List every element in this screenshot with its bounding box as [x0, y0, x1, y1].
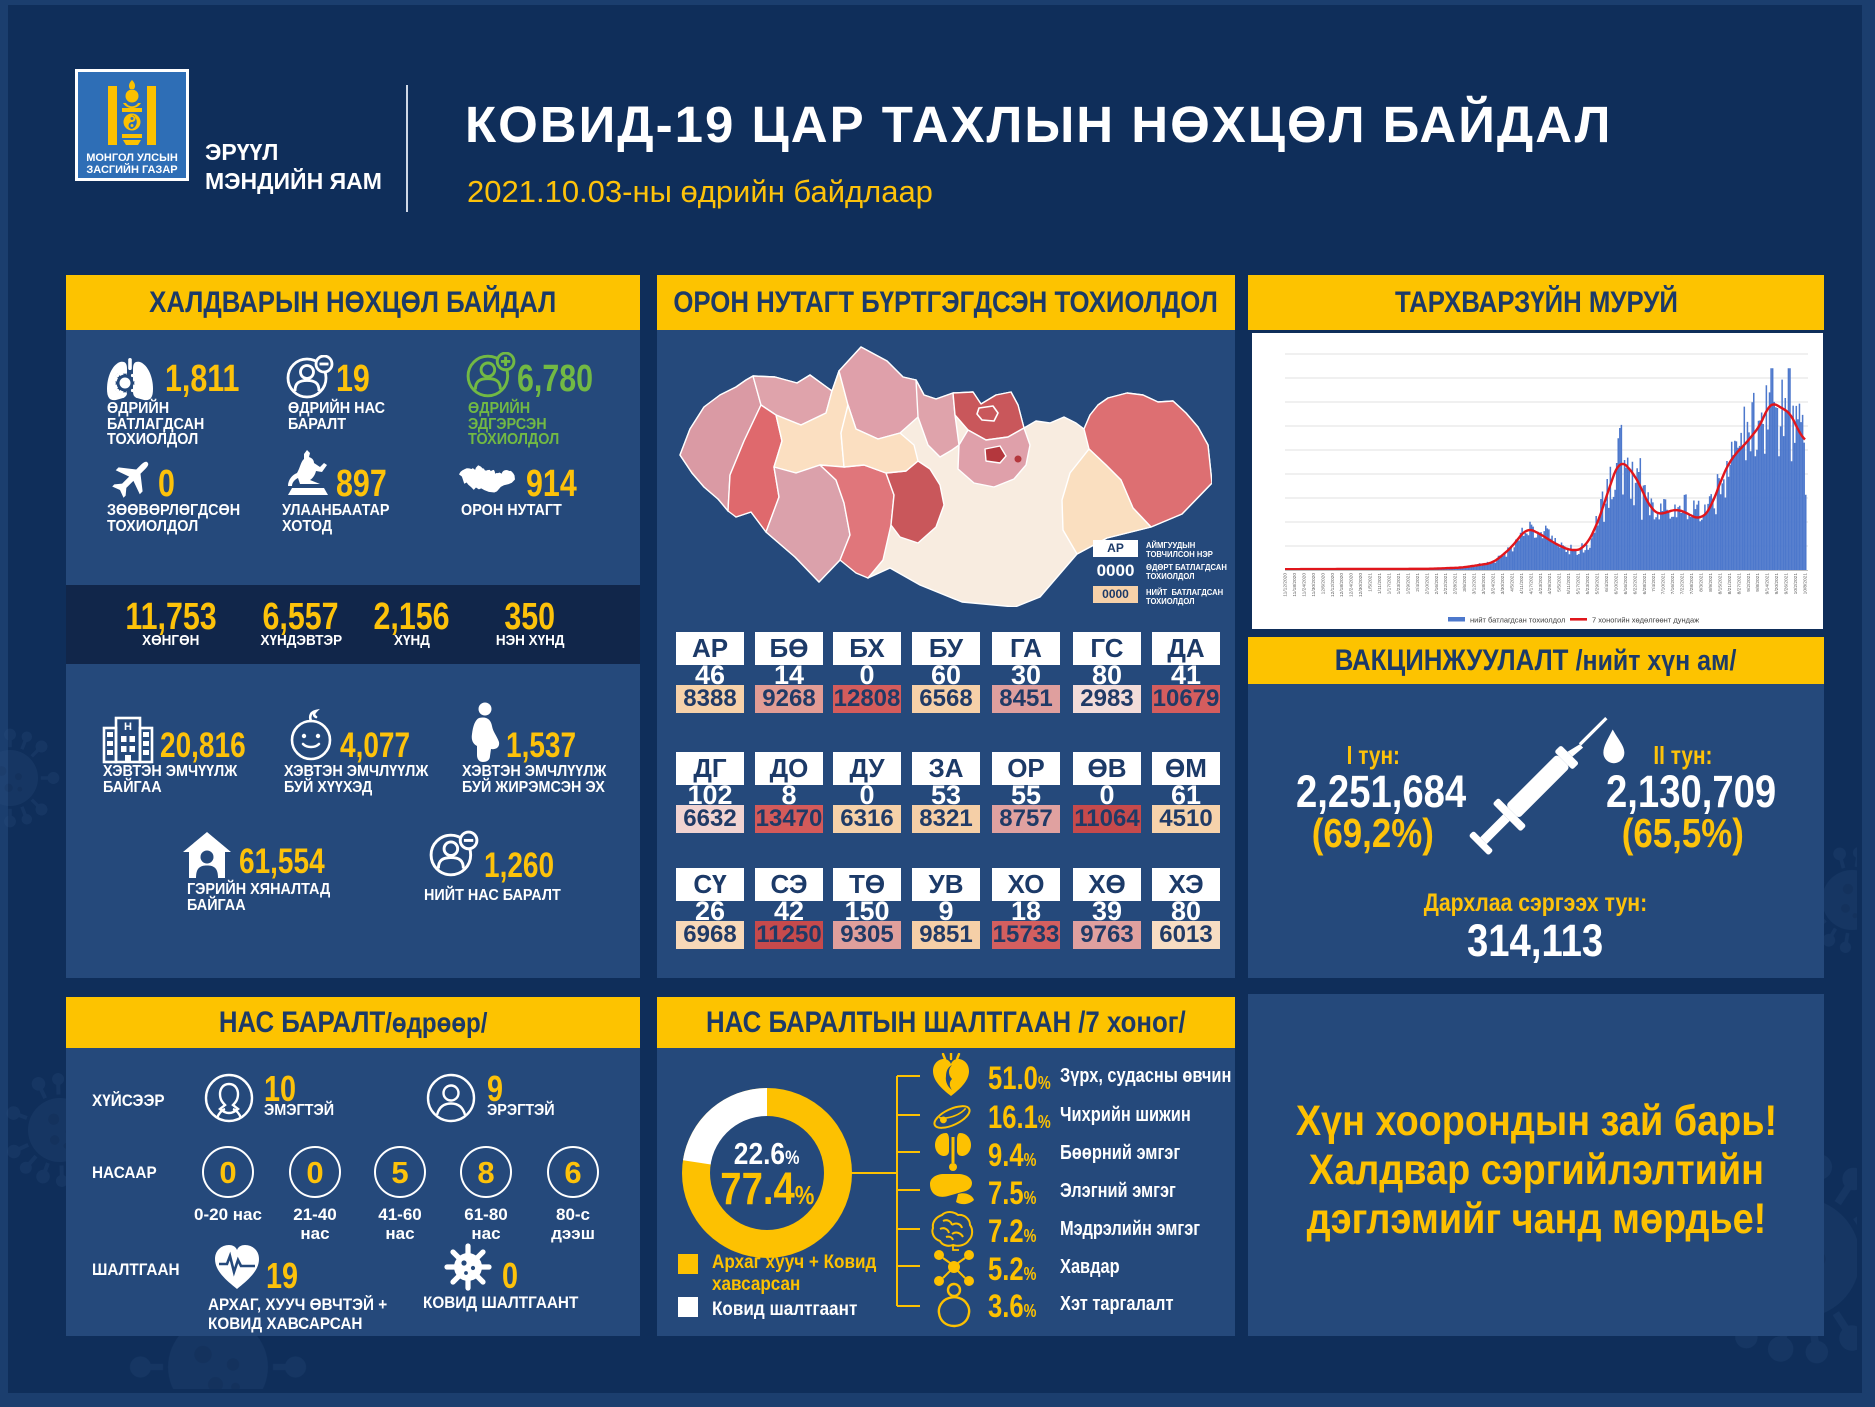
svg-text:6/10/2021: 6/10/2021	[1613, 573, 1619, 595]
svg-text:5/5/2021: 5/5/2021	[1557, 573, 1563, 592]
svg-text:9/8/2021: 9/8/2021	[1755, 573, 1761, 592]
svg-text:12/30/2020: 12/30/2020	[1358, 573, 1364, 597]
svg-text:3/18/2021: 3/18/2021	[1481, 573, 1487, 595]
svg-text:7 хоногийн хөдөлгөөнт дундаж: 7 хоногийн хөдөлгөөнт дундаж	[1592, 616, 1699, 625]
svg-text:3/30/2021: 3/30/2021	[1500, 573, 1506, 595]
svg-text:4/5/2021: 4/5/2021	[1509, 573, 1515, 592]
svg-text:11/24/2020: 11/24/2020	[1301, 573, 1307, 597]
svg-text:нийт батлагдсан тохиолдол: нийт батлагдсан тохиолдол	[1470, 616, 1565, 625]
svg-text:1/11/2021: 1/11/2021	[1377, 573, 1383, 594]
svg-text:8/27/2021: 8/27/2021	[1736, 573, 1742, 595]
svg-text:2/28/2021: 2/28/2021	[1453, 573, 1459, 595]
svg-text:3/12/2021: 3/12/2021	[1472, 573, 1478, 595]
svg-text:7/10/2021: 7/10/2021	[1661, 573, 1667, 595]
svg-text:5/17/2021: 5/17/2021	[1576, 573, 1582, 595]
svg-text:9/26/2021: 9/26/2021	[1784, 573, 1790, 595]
svg-text:11/30/2020: 11/30/2020	[1311, 573, 1317, 597]
svg-text:3/6/2021: 3/6/2021	[1462, 573, 1468, 592]
svg-text:12/12/2020: 12/12/2020	[1330, 573, 1336, 597]
svg-text:8/21/2021: 8/21/2021	[1727, 573, 1733, 595]
svg-text:6/4/2021: 6/4/2021	[1604, 573, 1610, 592]
svg-text:9/20/2021: 9/20/2021	[1774, 573, 1780, 595]
svg-text:10/2/2021: 10/2/2021	[1793, 573, 1799, 595]
svg-text:7/22/2021: 7/22/2021	[1680, 573, 1686, 595]
svg-text:12/18/2020: 12/18/2020	[1339, 573, 1345, 597]
svg-text:3/24/2021: 3/24/2021	[1491, 573, 1497, 595]
svg-text:5/29/2021: 5/29/2021	[1595, 573, 1601, 595]
svg-text:6/16/2021: 6/16/2021	[1623, 573, 1629, 595]
svg-text:12/24/2020: 12/24/2020	[1349, 573, 1355, 597]
svg-text:5/23/2021: 5/23/2021	[1585, 573, 1591, 595]
svg-text:1/17/2021: 1/17/2021	[1387, 573, 1393, 595]
svg-text:6/28/2021: 6/28/2021	[1642, 573, 1648, 595]
svg-text:8/9/2021: 8/9/2021	[1708, 573, 1714, 592]
svg-text:8/15/2021: 8/15/2021	[1717, 573, 1723, 595]
svg-text:2/16/2021: 2/16/2021	[1434, 573, 1440, 595]
svg-text:6/22/2021: 6/22/2021	[1632, 573, 1638, 595]
svg-text:1/5/2021: 1/5/2021	[1368, 573, 1374, 592]
svg-text:2/10/2021: 2/10/2021	[1424, 573, 1430, 595]
svg-text:ЗАСГИЙН ГАЗАР: ЗАСГИЙН ГАЗАР	[86, 163, 177, 176]
svg-text:7/4/2021: 7/4/2021	[1651, 573, 1657, 592]
svg-text:4/23/2021: 4/23/2021	[1538, 573, 1544, 595]
svg-text:9/2/2021: 9/2/2021	[1746, 573, 1752, 592]
svg-text:H: H	[124, 721, 132, 733]
svg-text:2/22/2021: 2/22/2021	[1443, 573, 1449, 595]
svg-text:8/3/2021: 8/3/2021	[1699, 573, 1705, 592]
svg-text:5/11/2021: 5/11/2021	[1566, 573, 1572, 594]
svg-text:9/14/2021: 9/14/2021	[1765, 573, 1771, 595]
svg-text:1/23/2021: 1/23/2021	[1396, 573, 1402, 595]
svg-text:10/8/2021: 10/8/2021	[1803, 573, 1809, 595]
svg-text:МОНГОЛ УЛСЫН: МОНГОЛ УЛСЫН	[86, 152, 178, 164]
svg-text:4/11/2021: 4/11/2021	[1519, 573, 1525, 594]
svg-text:7/28/2021: 7/28/2021	[1689, 573, 1695, 595]
svg-text:2/4/2021: 2/4/2021	[1415, 573, 1421, 592]
svg-text:11/18/2020: 11/18/2020	[1292, 573, 1298, 597]
svg-text:7/16/2021: 7/16/2021	[1670, 573, 1676, 595]
svg-text:4/29/2021: 4/29/2021	[1547, 573, 1553, 595]
svg-text:11/12/2020: 11/12/2020	[1283, 573, 1289, 597]
svg-text:1/29/2021: 1/29/2021	[1405, 573, 1411, 595]
svg-text:4/17/2021: 4/17/2021	[1528, 573, 1534, 595]
svg-text:12/6/2020: 12/6/2020	[1320, 573, 1326, 595]
